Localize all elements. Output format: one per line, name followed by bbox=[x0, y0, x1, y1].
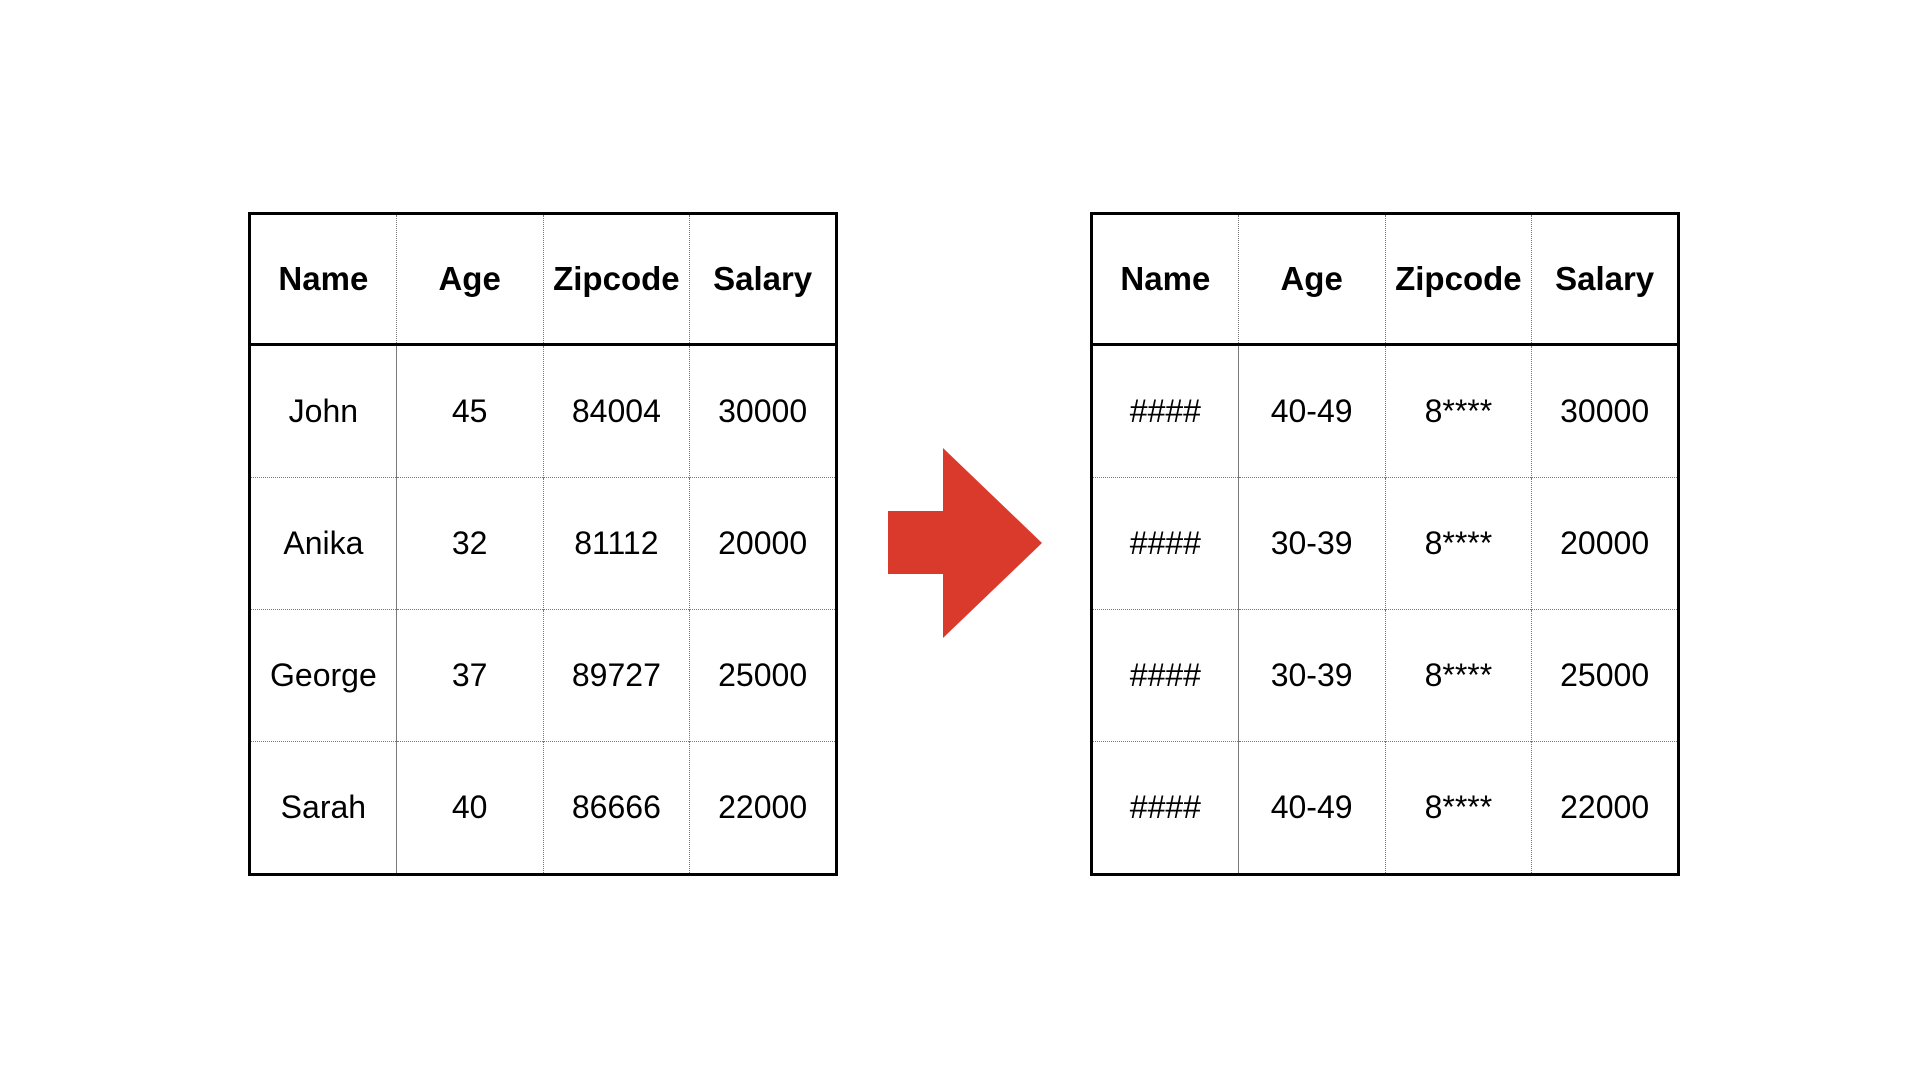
name-cell: #### bbox=[1091, 477, 1239, 610]
name-cell: John bbox=[288, 393, 359, 429]
arrow-shape bbox=[888, 448, 1042, 638]
column-header-zipcode: Zipcode bbox=[542, 213, 690, 346]
right-arrow-icon bbox=[888, 448, 1042, 638]
zipcode-cell: 8**** bbox=[1384, 741, 1532, 875]
table-row: #### 30-39 8**** 20000 bbox=[1091, 477, 1679, 610]
salary-cell: 30000 bbox=[1531, 344, 1679, 478]
anonymized-table: Name Age Zipcode Salary #### 40-49 8****… bbox=[1090, 212, 1680, 876]
salary-cell: 30000 bbox=[689, 344, 837, 478]
salary-cell: 20000 bbox=[1531, 477, 1679, 610]
column-header-salary: Salary bbox=[1531, 213, 1679, 346]
age-cell: 32 bbox=[395, 477, 543, 610]
column-header-zipcode: Zipcode bbox=[1384, 213, 1532, 346]
header-row: Name Age Zipcode Salary bbox=[1091, 213, 1679, 346]
column-header-age: Age bbox=[1237, 213, 1385, 346]
column-header-name: Name bbox=[1091, 213, 1239, 346]
salary-cell: 22000 bbox=[689, 741, 837, 875]
zipcode-cell: 8**** bbox=[1384, 477, 1532, 610]
column-header-name: Name bbox=[249, 213, 397, 346]
zipcode-cell: 8**** bbox=[1384, 609, 1532, 742]
table-row: George 37 89727 25000 bbox=[249, 609, 837, 742]
table-row: John 45 84004 30000 bbox=[250, 344, 837, 478]
zipcode-cell: 81112 bbox=[542, 477, 690, 610]
column-header-age: Age bbox=[395, 213, 543, 346]
column-header-salary: Salary bbox=[689, 213, 837, 346]
zipcode-cell: 86666 bbox=[542, 741, 690, 875]
age-cell: 30-39 bbox=[1237, 477, 1385, 610]
table-row: #### 30-39 8**** 25000 bbox=[1091, 609, 1679, 742]
header-row: Name Age Zipcode Salary bbox=[249, 213, 837, 346]
name-cell: Anika bbox=[249, 477, 397, 610]
table-row: #### 40-49 8**** 30000 bbox=[1092, 344, 1679, 478]
zipcode-cell: 84004 bbox=[542, 344, 690, 478]
name-cell: #### bbox=[1091, 609, 1239, 742]
table-row: Anika 32 81112 20000 bbox=[249, 477, 837, 610]
table-row: #### 40-49 8**** 22000 bbox=[1091, 741, 1679, 875]
age-cell: 40 bbox=[395, 741, 543, 875]
salary-cell: 25000 bbox=[1531, 609, 1679, 742]
age-cell: 40-49 bbox=[1237, 741, 1385, 875]
salary-cell: 22000 bbox=[1531, 741, 1679, 875]
salary-cell: 25000 bbox=[689, 609, 837, 742]
age-cell: 45 bbox=[395, 344, 543, 478]
zipcode-cell: 8**** bbox=[1384, 344, 1532, 478]
table-row: Sarah 40 86666 22000 bbox=[249, 741, 837, 875]
name-cell: #### bbox=[1091, 741, 1239, 875]
salary-cell: 20000 bbox=[689, 477, 837, 610]
name-cell: Sarah bbox=[249, 741, 397, 875]
age-cell: 30-39 bbox=[1237, 609, 1385, 742]
name-cell: #### bbox=[1129, 393, 1201, 429]
age-cell: 37 bbox=[395, 609, 543, 742]
zipcode-cell: 89727 bbox=[542, 609, 690, 742]
age-cell: 40-49 bbox=[1237, 344, 1385, 478]
name-cell: George bbox=[249, 609, 397, 742]
original-table: Name Age Zipcode Salary John 45 84004 30… bbox=[248, 212, 838, 876]
